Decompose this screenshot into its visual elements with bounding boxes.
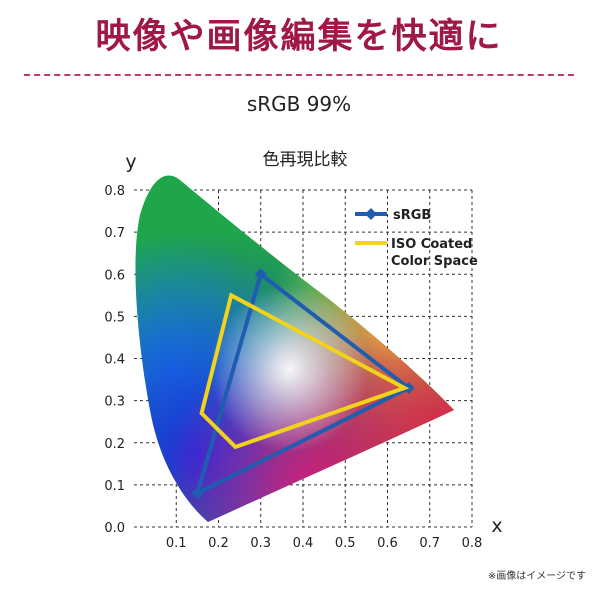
srgb-marker [254, 268, 267, 281]
y-axis-label: y [125, 151, 136, 173]
series-layer [191, 268, 415, 500]
axis-ticks: 0.1 0.2 0.3 0.4 0.5 0.6 0.7 0.8 0.0 0.1 0.2 0.3 0.4 0… [104, 184, 482, 551]
legend-marker-srgb [365, 208, 377, 220]
x-tick-label: 0.7 [419, 536, 440, 551]
legend-label-iso-line: Color Space [391, 254, 478, 269]
y-tick-label: 0.0 [104, 521, 125, 536]
legend-label-srgb: sRGB [393, 208, 431, 223]
y-tick-label: 0.8 [104, 184, 125, 199]
x-tick-label: 0.6 [377, 536, 398, 551]
divider [24, 74, 574, 76]
x-tick-label: 0.3 [250, 536, 271, 551]
y-tick-label: 0.3 [104, 395, 125, 410]
y-tick-label: 0.2 [104, 437, 125, 452]
subtitle: sRGB 99% [246, 92, 352, 116]
chart-title: 色再現比較 [263, 150, 348, 170]
y-tick-label: 0.1 [104, 479, 125, 494]
x-tick-label: 0.4 [293, 536, 314, 551]
legend: sRGB ISO Coated Color Space [355, 208, 478, 269]
srgb-triangle [194, 270, 413, 498]
footnote: ※画像はイメージです [487, 571, 586, 582]
x-tick-label: 0.2 [208, 536, 229, 551]
y-tick-label: 0.6 [104, 268, 125, 283]
x-tick-label: 0.5 [335, 536, 356, 551]
y-tick-label: 0.7 [104, 226, 125, 241]
y-tick-label: 0.5 [104, 310, 125, 325]
x-tick-label: 0.1 [166, 536, 187, 551]
srgb-marker [191, 487, 204, 500]
headline: 映像や画像編集を快適に [95, 17, 503, 57]
iso-coated-polygon [199, 292, 410, 450]
x-axis-label: x [491, 515, 502, 537]
y-tick-label: 0.4 [104, 353, 125, 368]
legend-label-iso-line: ISO Coated [391, 237, 472, 252]
x-tick-label: 0.8 [462, 536, 483, 551]
